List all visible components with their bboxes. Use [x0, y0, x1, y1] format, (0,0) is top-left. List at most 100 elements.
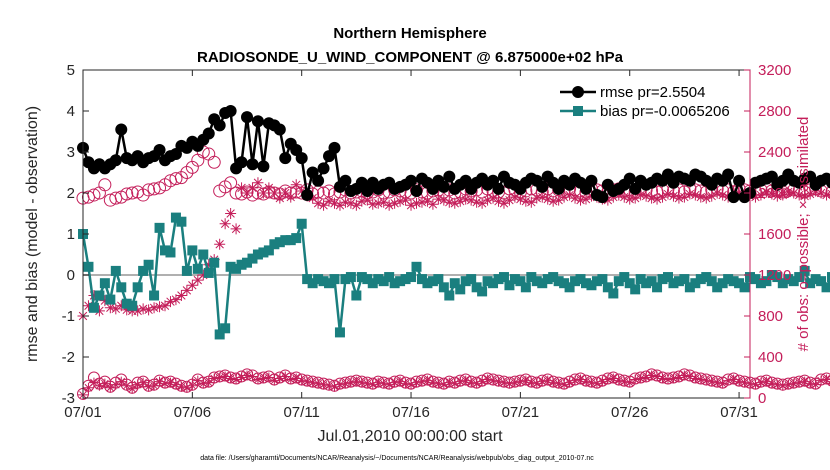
bias-point [570, 276, 581, 287]
obs-assimilated-point [509, 377, 520, 388]
obs-assimilated-point [143, 381, 154, 392]
obs-assimilated-point [159, 300, 171, 312]
obs-assimilated-point [629, 192, 641, 204]
bias-point [231, 263, 242, 274]
obs-assimilated-point [400, 194, 412, 206]
bias-point [416, 274, 427, 285]
obs-assimilated-point [225, 208, 237, 219]
bias-point [329, 274, 340, 285]
obs-assimilated-point [471, 378, 482, 389]
y-right-axis-ticks: 0 400 800 1200 1600 2000 2400 2800 3200 [744, 62, 791, 407]
legend-rmse-marker [572, 86, 584, 98]
bias-point [471, 282, 482, 293]
obs-assimilated-point [597, 376, 608, 387]
bias-point [520, 282, 531, 293]
obs-assimilated-point [476, 197, 488, 209]
bias-point [116, 282, 127, 293]
bias-point [646, 276, 657, 287]
obs-assimilated-point [280, 371, 291, 382]
obs-assimilated-point [804, 188, 816, 200]
obs-assimilated-point [788, 378, 799, 389]
obs-assimilated-point [203, 377, 214, 388]
obs-assimilated-point [608, 373, 619, 384]
obs-assimilated-point [252, 177, 264, 189]
y-right-tick-label: 0 [758, 390, 766, 407]
obs-assimilated-point [268, 187, 280, 199]
obs-assimilated-point [334, 379, 345, 390]
bias-point [449, 278, 460, 289]
x-axis-label: Jul.01,2010 00:00:00 start [317, 428, 503, 445]
obs-assimilated-point [602, 374, 613, 385]
obs-assimilated-point [115, 300, 127, 312]
obs-assimilated-point [93, 305, 105, 317]
obs-assimilated-point [362, 378, 373, 389]
obs-assimilated-point [542, 193, 554, 205]
bias-point [83, 261, 94, 272]
obs-assimilated-point [82, 300, 94, 312]
bias-point [198, 249, 209, 260]
obs-assimilated-point [810, 379, 821, 390]
chart-title-line1: Northern Hemisphere [333, 25, 486, 42]
obs-assimilated-point [749, 191, 761, 203]
obs-assimilated-point [225, 373, 236, 384]
bias-point [493, 274, 504, 285]
obs-assimilated-point [455, 376, 466, 387]
obs-assimilated-point [378, 378, 389, 389]
obs-assimilated-point [176, 381, 187, 392]
bias-point [613, 276, 624, 287]
obs-assimilated-point [400, 378, 411, 389]
obs-assimilated-point [613, 189, 625, 201]
obs-assimilated-point [427, 377, 438, 388]
obs-assimilated-point [509, 191, 521, 203]
bias-point [263, 245, 274, 256]
rmse-point [224, 105, 237, 117]
x-tick-label: 07/26 [611, 404, 649, 421]
obs-assimilated-point [733, 187, 745, 199]
legend-rmse-label: rmse pr=2.5504 [600, 84, 705, 101]
obs-assimilated-point [657, 373, 668, 384]
bias-point [537, 278, 548, 289]
bias-point [531, 276, 542, 287]
obs-assimilated-point [203, 259, 215, 271]
bias-point [717, 278, 728, 289]
obs-assimilated-point [564, 189, 576, 201]
obs-assimilated-point [367, 198, 379, 210]
obs-assimilated-point [236, 182, 248, 194]
bias-point [269, 239, 280, 250]
obs-assimilated-point [810, 185, 822, 197]
obs-assimilated-point [160, 378, 171, 389]
bias-point [526, 272, 537, 283]
obs-assimilated-point [695, 374, 706, 385]
bias-point [805, 278, 816, 289]
obs-assimilated-point [154, 301, 166, 313]
obs-assimilated-point [575, 374, 586, 385]
obs-assimilated-point [662, 188, 674, 200]
obs-assimilated-point [772, 379, 783, 390]
obs-assimilated-point [619, 376, 630, 387]
obs-assimilated-point [558, 191, 570, 203]
bias-point [324, 278, 335, 289]
obs-assimilated-point [110, 379, 121, 390]
bias-point [384, 272, 395, 283]
obs-assimilated-point [132, 379, 143, 390]
obs-assimilated-point [723, 375, 734, 386]
bias-point [597, 274, 608, 285]
obs-assimilated-point [678, 191, 690, 203]
obs-assimilated-point [296, 375, 307, 386]
obs-assimilated-point [646, 370, 657, 381]
obs-assimilated-point [389, 197, 401, 209]
bias-point [657, 274, 668, 285]
bias-point [794, 272, 805, 283]
bias-point [734, 278, 745, 289]
obs-assimilated-point [258, 373, 269, 384]
obs-assimilated-point [164, 296, 176, 308]
bias-point [406, 272, 417, 283]
obs-assimilated-point [231, 374, 242, 385]
bias-point [602, 282, 613, 293]
obs-assimilated-point [274, 373, 285, 384]
obs-assimilated-point [383, 199, 395, 211]
obs-possible-point [142, 183, 156, 197]
obs-assimilated-point [88, 377, 99, 388]
obs-assimilated-point [559, 379, 570, 390]
obs-assimilated-point [170, 379, 181, 390]
